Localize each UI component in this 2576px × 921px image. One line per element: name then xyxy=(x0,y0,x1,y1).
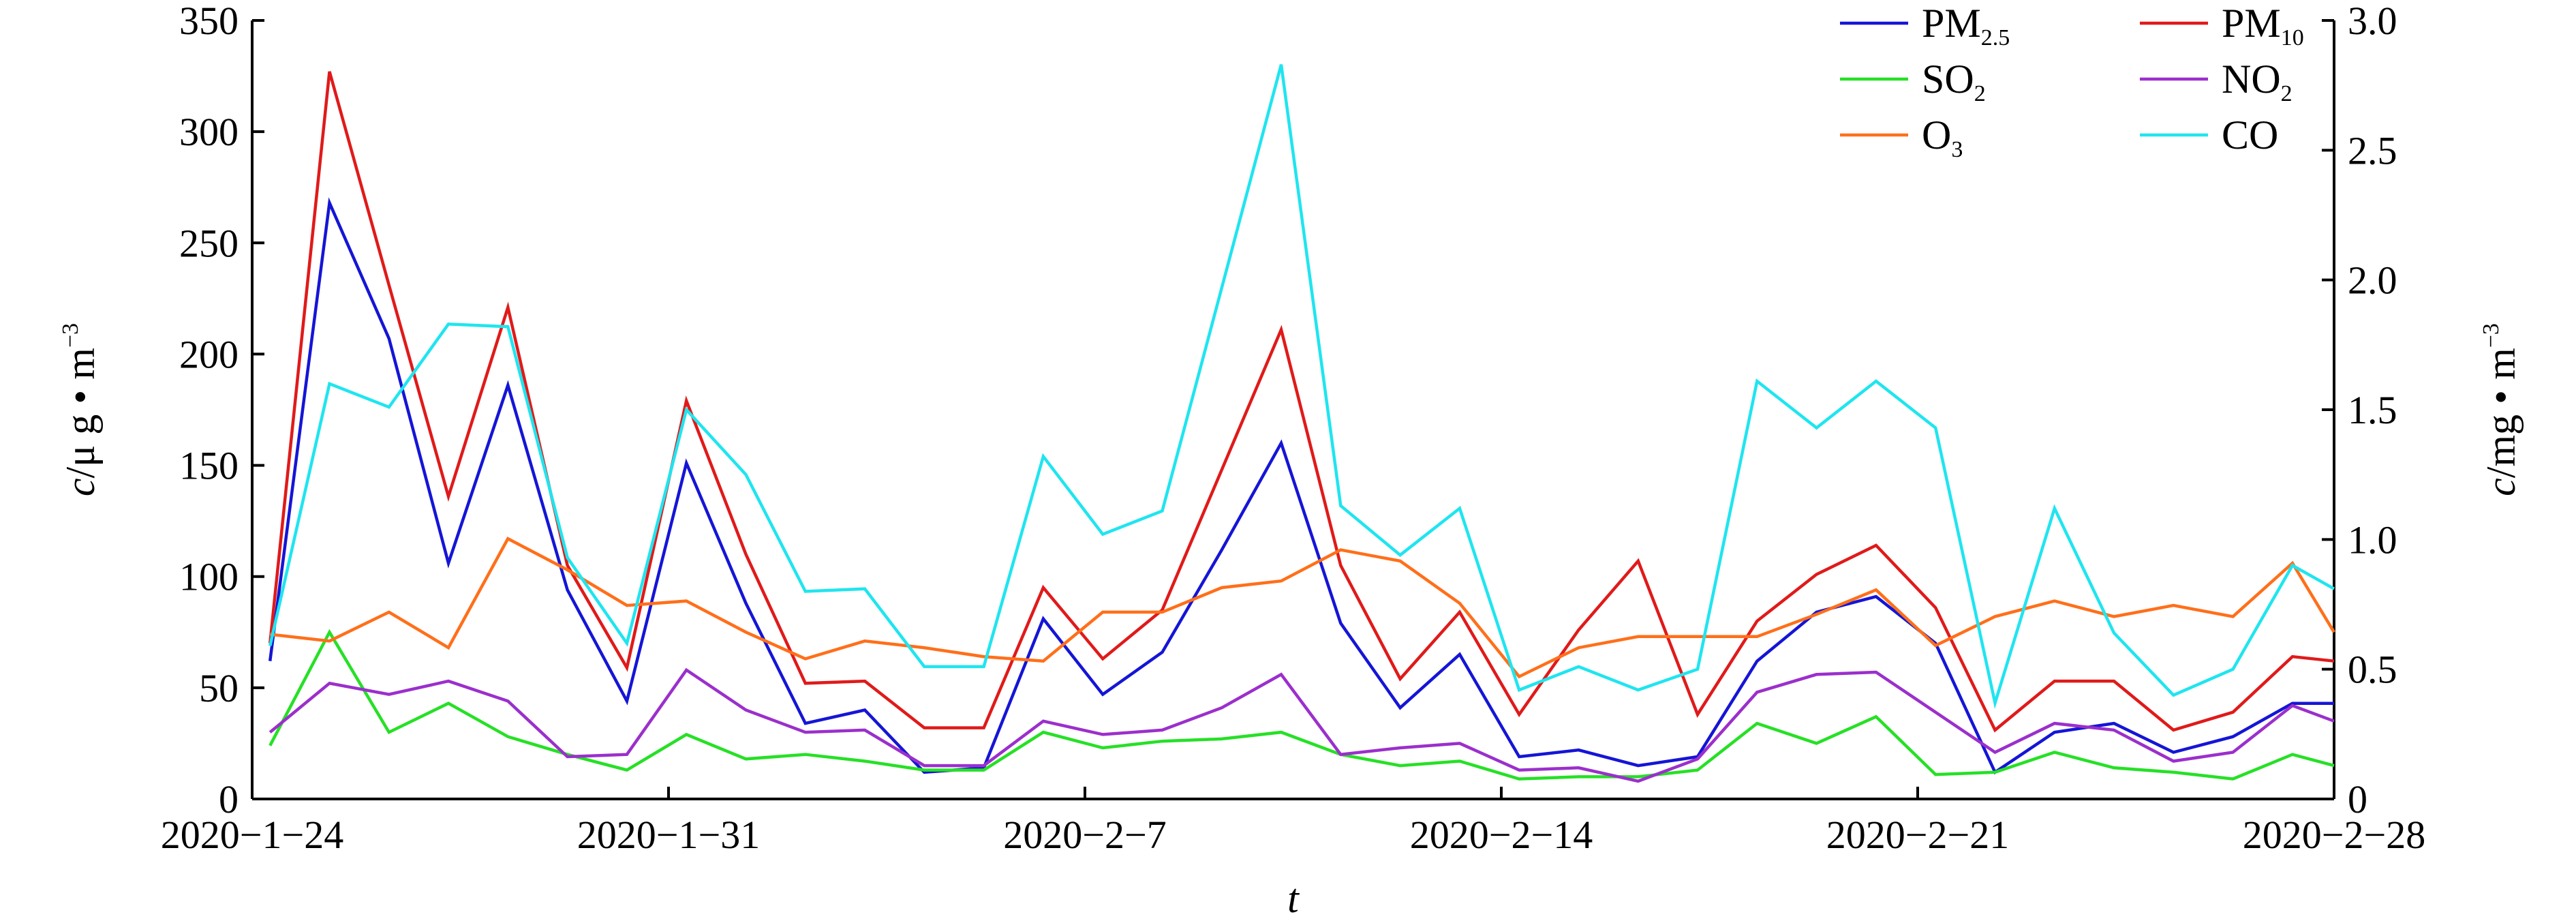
legend-label-no2: NO2 xyxy=(2222,57,2293,106)
left-y-tick-label: 0 xyxy=(219,777,239,821)
x-axis-title: t xyxy=(1287,876,1300,921)
series-line-pm10 xyxy=(268,71,2335,733)
left-y-tick-label: 300 xyxy=(179,110,239,154)
series-line-pm25 xyxy=(268,197,2334,775)
left-y-tick-label: 150 xyxy=(179,444,239,488)
right-y-tick-label: 3.0 xyxy=(2348,0,2397,43)
series-lines xyxy=(268,64,2335,783)
legend-item-co: CO xyxy=(2140,112,2278,157)
series-line-no2 xyxy=(269,667,2335,783)
x-tick-label: 2020−2−28 xyxy=(2243,813,2425,857)
right-y-axis-title: c/mg • m−3 xyxy=(2479,323,2524,496)
right-y-tick-label: 0.5 xyxy=(2348,648,2397,692)
legend-item-pm25: PM2.5 xyxy=(1840,1,2010,50)
series-line-co xyxy=(269,64,2335,710)
legend-item-no2: NO2 xyxy=(2140,57,2293,106)
right-y-tick-label: 2.5 xyxy=(2348,128,2397,172)
series-line-so2 xyxy=(269,629,2335,781)
legend-label-pm25: PM2.5 xyxy=(1922,1,2010,50)
left-y-axis-title: c/μ g • m−3 xyxy=(58,323,103,496)
legend-label-co: CO xyxy=(2222,112,2278,157)
legend-label-so2: SO2 xyxy=(1922,57,1986,106)
chart-legend: PM2.5 PM10 SO2 NO2 O3 CO xyxy=(1840,1,2304,162)
x-tick-label: 2020−2−7 xyxy=(1003,813,1166,857)
right-y-tick-label: 2.0 xyxy=(2348,258,2397,303)
legend-item-o3: O3 xyxy=(1840,112,1963,162)
legend-item-pm10: PM10 xyxy=(2140,1,2304,50)
left-y-tick-label: 350 xyxy=(179,0,239,43)
x-tick-label: 2020−1−31 xyxy=(577,813,760,857)
x-tick-label: 2020−2−21 xyxy=(1826,813,2009,857)
left-y-tick-label: 100 xyxy=(179,555,239,599)
left-y-tick-label: 50 xyxy=(199,666,239,710)
right-y-tick-label: 0 xyxy=(2348,777,2367,821)
legend-label-pm10: PM10 xyxy=(2222,1,2304,50)
legend-item-so2: SO2 xyxy=(1840,57,1986,106)
right-y-tick-label: 1.5 xyxy=(2348,388,2397,432)
chart-axes: 0 50 100 150 200 250 300 350 0 0.5 1.0 1.5 2.0 2.5 3.0… xyxy=(58,0,2524,921)
legend-label-o3: O3 xyxy=(1922,112,1963,162)
x-tick-label: 2020−1−24 xyxy=(161,813,343,857)
left-y-tick-label: 200 xyxy=(179,332,239,376)
x-tick-label: 2020−2−14 xyxy=(1410,813,1593,857)
right-y-tick-label: 1.0 xyxy=(2348,517,2397,562)
series-line-o3 xyxy=(269,537,2335,679)
left-y-tick-label: 250 xyxy=(179,221,239,265)
